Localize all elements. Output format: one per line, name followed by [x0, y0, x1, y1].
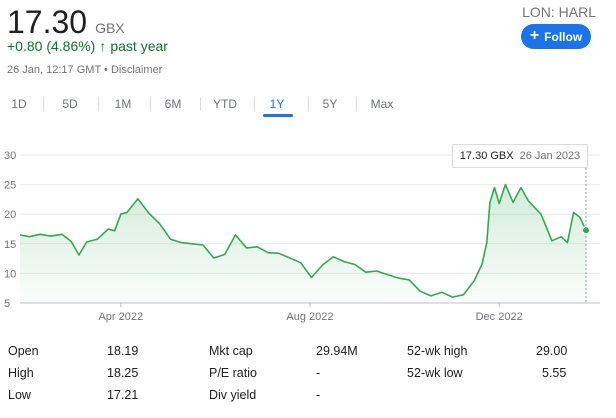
change-period: past year	[110, 38, 168, 54]
y-tick-label: 10	[4, 268, 16, 280]
y-tick-label: 5	[4, 298, 10, 310]
stat-label-mkt-cap: Mkt cap	[209, 344, 253, 358]
tab-1d[interactable]: 1D	[11, 97, 27, 111]
range-tabs: 1D 5D 1M 6M YTD 1Y 5Y Max	[0, 93, 616, 117]
y-tick-label: 20	[4, 209, 16, 221]
price-chart[interactable]: 5 10 15 20 25 30 Apr 2022 Aug 2022 Dec 2022	[0, 140, 616, 330]
stat-label-52wk-high: 52-wk high	[407, 344, 468, 358]
ticker-symbol: LON: HARL	[522, 4, 596, 20]
tab-divider	[356, 97, 357, 111]
disclaimer-link[interactable]: Disclaimer	[110, 64, 163, 76]
stat-label-52wk-low: 52-wk low	[407, 366, 463, 380]
tab-divider	[43, 97, 44, 111]
change-value: +0.80 (4.86%)	[7, 38, 96, 54]
tooltip-date: 26 Jan 2023	[519, 150, 581, 162]
plus-icon: +	[529, 27, 540, 44]
price-area-fill	[20, 184, 586, 303]
tab-1m[interactable]: 1M	[114, 97, 132, 111]
tab-5y[interactable]: 5Y	[322, 97, 338, 111]
tab-max[interactable]: Max	[370, 97, 394, 111]
price-change: +0.80 (4.86%) ↑ past year	[7, 38, 168, 54]
tab-6m[interactable]: 6M	[164, 97, 182, 111]
chart-tooltip: 17.30 GBX 26 Jan 2023	[452, 144, 588, 168]
arrow-up-icon: ↑	[99, 38, 107, 54]
active-tab-indicator	[263, 114, 293, 117]
tab-1y[interactable]: 1Y	[269, 97, 285, 111]
stat-value-div-yield: -	[316, 388, 321, 402]
stat-value-low: 17.21	[107, 388, 139, 402]
y-tick-label: 25	[4, 180, 16, 192]
current-price-marker	[582, 226, 590, 235]
tab-divider	[254, 97, 255, 111]
stat-value-open: 18.19	[107, 344, 139, 358]
tab-5d[interactable]: 5D	[62, 97, 78, 111]
stat-label-low: Low	[8, 388, 31, 402]
price-row: 17.30 GBX	[7, 4, 125, 41]
follow-label: Follow	[544, 29, 583, 44]
tooltip-price: 17.30 GBX	[459, 150, 514, 162]
tab-divider	[98, 97, 99, 111]
meta-separator: •	[104, 64, 108, 76]
current-price: 17.30	[7, 4, 88, 40]
stat-value-mkt-cap: 29.94M	[316, 344, 358, 358]
stat-label-div-yield: Div yield	[209, 388, 257, 402]
tab-divider	[150, 97, 151, 111]
x-tick-label: Aug 2022	[286, 311, 333, 323]
y-tick-label: 30	[4, 150, 16, 162]
follow-button[interactable]: + Follow	[521, 24, 591, 49]
currency-label: GBX	[95, 20, 125, 36]
stat-value-52wk-low: 5.55	[542, 366, 567, 380]
x-tick-label: Dec 2022	[476, 311, 523, 323]
price-line	[19, 183, 587, 298]
y-tick-label: 15	[4, 239, 16, 251]
quote-meta: 26 Jan, 12:17 GMT • Disclaimer	[7, 64, 162, 76]
tab-divider	[308, 97, 309, 111]
stat-label-high: High	[8, 366, 34, 380]
stat-label-pe-ratio: P/E ratio	[209, 366, 257, 380]
tab-divider	[200, 97, 201, 111]
stat-value-high: 18.25	[107, 366, 139, 380]
timestamp: 26 Jan, 12:17 GMT	[7, 64, 101, 76]
stat-value-52wk-high: 29.00	[536, 344, 568, 358]
stat-value-pe-ratio: -	[316, 366, 321, 380]
stat-label-open: Open	[8, 344, 39, 358]
x-tick-label: Apr 2022	[98, 311, 143, 323]
tab-ytd[interactable]: YTD	[213, 97, 237, 111]
